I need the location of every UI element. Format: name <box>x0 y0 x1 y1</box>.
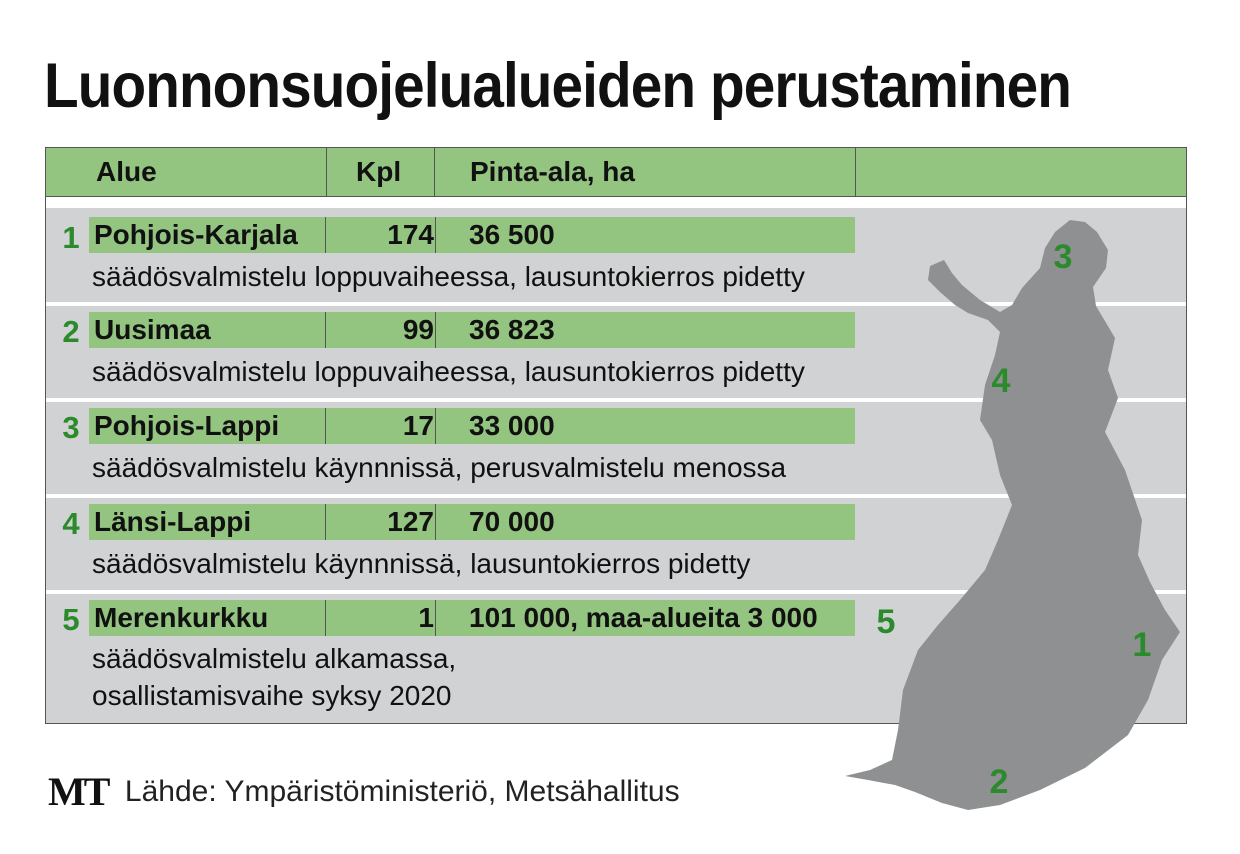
region-name: Pohjois-Lappi <box>94 410 280 441</box>
row-data-bar: Uusimaa 99 36 823 <box>89 312 855 348</box>
row-number: 3 <box>62 410 80 445</box>
row-data-bar: Pohjois-Lappi 17 33 000 <box>89 408 855 444</box>
region-count: 174 <box>387 219 434 250</box>
region-count: 99 <box>402 314 434 345</box>
region-area: 33 000 <box>469 410 555 441</box>
header-count: Kpl <box>356 156 402 187</box>
map-label: 5 <box>877 603 896 641</box>
row-number: 2 <box>62 314 80 349</box>
map-label: 2 <box>990 763 1009 801</box>
region-status: säädösvalmistelu alkamassa, <box>92 643 457 674</box>
table-row: 4 Länsi-Lappi 127 70 000 säädösvalmistel… <box>46 498 1186 590</box>
region-count: 17 <box>402 410 434 441</box>
mt-logo: MT <box>48 769 110 814</box>
row-number: 5 <box>62 602 80 637</box>
region-count: 1 <box>418 602 434 633</box>
map-label: 3 <box>1054 238 1073 276</box>
region-area: 101 000, maa-alueita 3 000 <box>469 602 818 633</box>
table-header: Alue Kpl Pinta-ala, ha <box>46 148 1186 197</box>
finland-shape <box>845 220 1180 810</box>
header-area: Alue <box>96 156 157 187</box>
header-size: Pinta-ala, ha <box>470 156 635 187</box>
footer: MT Lähde: Ympäristöministeriö, Metsähall… <box>48 770 680 814</box>
page-title: Luonnonsuojelualueiden perustaminen <box>44 51 1072 121</box>
region-name: Merenkurkku <box>94 602 269 633</box>
region-count: 127 <box>387 506 434 537</box>
map-label: 4 <box>992 362 1011 400</box>
row-data-bar: Pohjois-Karjala 174 36 500 <box>89 217 855 253</box>
header-divider <box>434 148 435 196</box>
row-number: 4 <box>62 506 80 541</box>
row-number: 1 <box>62 220 80 255</box>
finland-map: 3 4 5 1 2 <box>845 220 1180 810</box>
region-status: säädösvalmistelu loppuvaiheessa, lausunt… <box>92 356 805 387</box>
region-status: osallistamisvaihe syksy 2020 <box>92 680 452 711</box>
header-divider <box>855 148 856 196</box>
region-name: Pohjois-Karjala <box>94 219 298 250</box>
row-data-bar: Länsi-Lappi 127 70 000 <box>89 504 855 540</box>
region-status: säädösvalmistelu käynnnissä, lausuntokie… <box>92 548 751 579</box>
header-divider <box>326 148 327 196</box>
region-status: säädösvalmistelu loppuvaiheessa, lausunt… <box>92 261 805 292</box>
region-status: säädösvalmistelu käynnnissä, perusvalmis… <box>92 452 787 483</box>
region-area: 70 000 <box>469 506 555 537</box>
region-name: Länsi-Lappi <box>94 506 252 537</box>
row-data-bar: Merenkurkku 1 101 000, maa-alueita 3 000 <box>89 600 855 636</box>
region-area: 36 500 <box>469 219 555 250</box>
region-area: 36 823 <box>469 314 555 345</box>
source-text: Lähde: Ympäristöministeriö, Metsähallitu… <box>124 775 680 808</box>
map-label: 1 <box>1133 626 1152 664</box>
table-row: 1 Pohjois-Karjala 174 36 500 säädösvalmi… <box>46 208 1186 302</box>
region-name: Uusimaa <box>94 314 211 345</box>
